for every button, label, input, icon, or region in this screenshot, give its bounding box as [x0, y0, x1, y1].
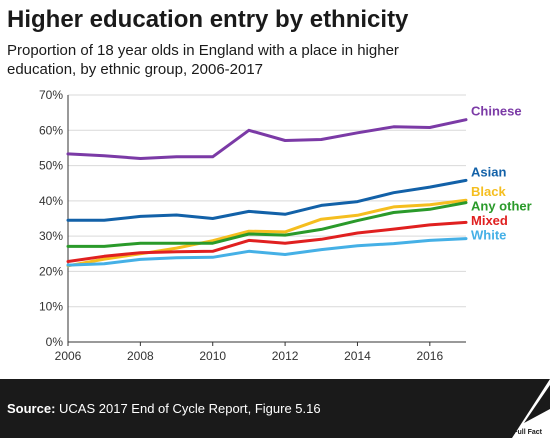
source-label: Source: — [7, 401, 56, 416]
series-line-chinese — [66, 118, 468, 160]
x-tick-label: 2008 — [127, 349, 154, 363]
series-line-white — [66, 237, 468, 267]
chart-subtitle: Proportion of 18 year olds in England wi… — [7, 42, 399, 78]
y-tick-label: 0% — [46, 335, 64, 349]
source-note: Source: UCAS 2017 End of Cycle Report, F… — [7, 401, 321, 416]
source-text: UCAS 2017 End of Cycle Report, Figure 5.… — [59, 401, 321, 416]
y-tick-label: 40% — [39, 194, 63, 208]
y-tick-label: 20% — [39, 264, 63, 278]
y-tick-label: 60% — [39, 123, 63, 137]
series-line-mixed — [66, 220, 468, 263]
y-tick-label: 70% — [39, 88, 63, 102]
series-label-mixed: Mixed — [471, 213, 508, 228]
axes: 0% 10% 20% 30% 40% 50% 60% 70% 2006 2008 2010 2012 2… — [39, 88, 466, 363]
y-tick-label: 50% — [39, 159, 63, 173]
series-line-any-other — [66, 201, 468, 248]
series-label-any-other: Any other — [471, 199, 532, 214]
line-chart: 0% 10% 20% 30% 40% 50% 60% 70% 2006 2008 2010 2012 2… — [39, 88, 532, 363]
footer-bar: Source: UCAS 2017 End of Cycle Report, F… — [0, 379, 550, 438]
series-line-asian — [66, 178, 468, 222]
y-tick-label: 30% — [39, 229, 63, 243]
series-lines — [66, 118, 468, 268]
series-label-white: White — [471, 228, 506, 243]
x-tick-label: 2010 — [199, 349, 226, 363]
x-tick-label: 2006 — [55, 349, 82, 363]
series-label-chinese: Chinese — [471, 104, 522, 119]
grid-lines — [68, 94, 466, 308]
x-tick-label: 2014 — [344, 349, 371, 363]
full-fact-logo: Full Fact — [502, 379, 550, 443]
series-label-asian: Asian — [471, 164, 506, 179]
x-tick-label: 2016 — [416, 349, 443, 363]
chart-title: Higher education entry by ethnicity — [7, 6, 409, 33]
svg-text:Full Fact: Full Fact — [513, 429, 542, 436]
series-label-black: Black — [471, 184, 506, 199]
y-tick-label: 10% — [39, 300, 63, 314]
x-tick-label: 2012 — [272, 349, 299, 363]
